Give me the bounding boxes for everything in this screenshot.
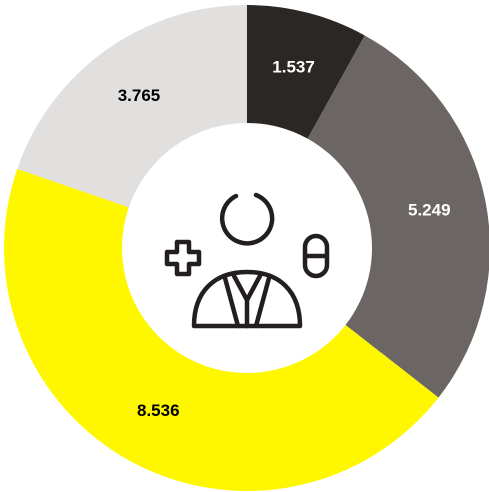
doctor-icon	[164, 192, 330, 329]
value-label: 1.537	[272, 57, 315, 76]
value-label: 3.765	[118, 86, 161, 105]
value-label: 5.249	[408, 200, 451, 219]
slice	[17, 5, 248, 208]
slice	[4, 168, 439, 491]
icon-body	[191, 269, 303, 329]
icon-plus	[164, 239, 202, 277]
value-label: 8.536	[137, 401, 180, 420]
icon-head	[219, 192, 275, 246]
slices: 1.537 5.249 8.536 3.765	[4, 5, 489, 491]
slice	[307, 35, 489, 398]
icon-coat	[222, 271, 272, 329]
slice	[247, 5, 365, 139]
